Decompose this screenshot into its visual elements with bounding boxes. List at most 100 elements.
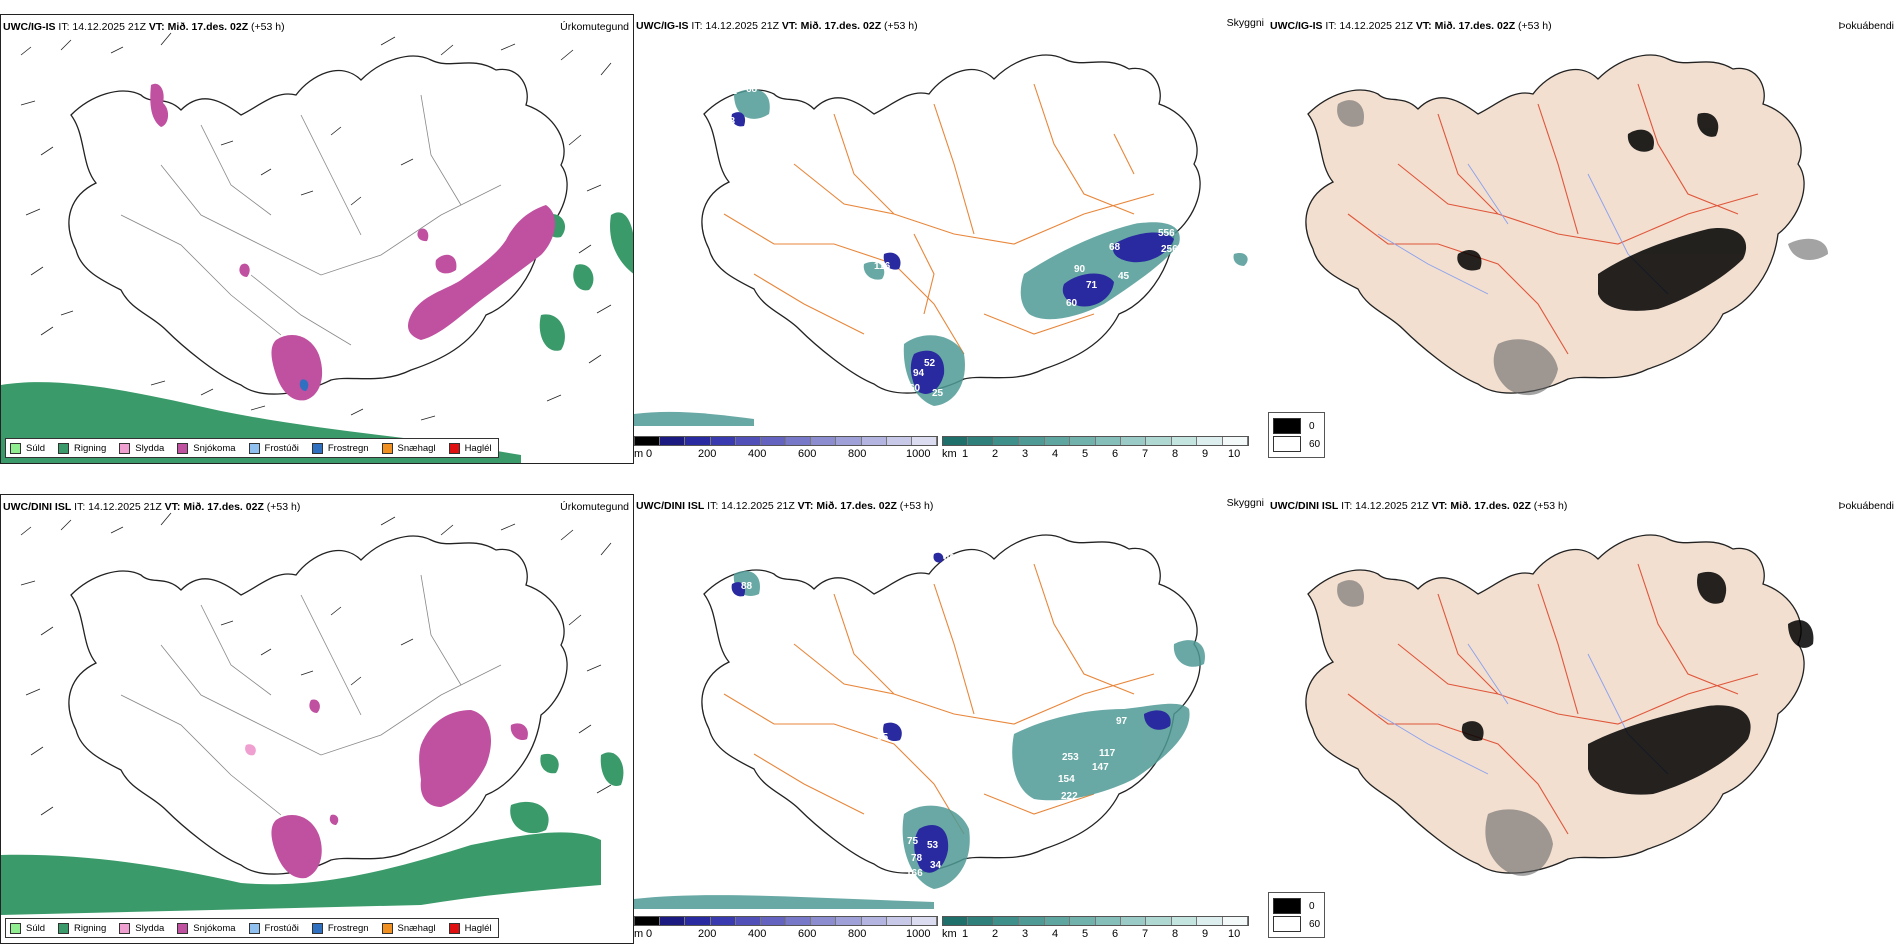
fog-legend-label: 0 [1309, 900, 1315, 912]
panel-title: Þokuábendi [1838, 500, 1894, 512]
legend-item: Rigning [58, 922, 106, 934]
colorbar-tick: 8 [1172, 928, 1179, 940]
legend-swatch [177, 922, 189, 934]
colorbar-tick: 400 [748, 448, 767, 460]
vis-label: 25 [932, 388, 944, 399]
legend-item: Haglél [448, 442, 492, 454]
vt-text: VT: Mið. 17.des. 02Z [781, 20, 882, 32]
panel-header: UWC/DINI ISL IT: 14.12.2025 21Z VT: Mið.… [3, 501, 300, 513]
model-name: UWC/DINI ISL [1270, 500, 1339, 512]
colorbar-tick: 10 [1228, 448, 1241, 460]
legend-item: Slydda [119, 922, 164, 934]
legend-label: Snjókoma [193, 442, 236, 454]
lead-text: (+53 h) [1515, 20, 1552, 32]
vt-text: VT: Mið. 17.des. 02Z [148, 21, 249, 33]
colorbar-tick: 200 [698, 928, 717, 940]
precip-type-legend: Súld Rigning Slydda Snjókoma Frostúði Fr… [5, 918, 499, 938]
legend-swatch [381, 442, 393, 454]
legend-label: Slydda [135, 442, 165, 454]
vis-label: 97 [1116, 716, 1128, 727]
vis-label: 60 [1066, 298, 1078, 309]
legend-item: Súld [10, 442, 45, 454]
lead-text: (+53 h) [896, 500, 934, 512]
model-name: UWC/IG-IS [636, 20, 689, 32]
panel-header: UWC/IG-IS IT: 14.12.2025 21Z VT: Mið. 17… [1270, 20, 1552, 32]
panel-title: Skyggni [1226, 17, 1264, 29]
vis-label: 117 [1099, 748, 1116, 759]
visibility-map: 88 90 40 95 53 75 78 34 166 253 154 222 … [634, 534, 1205, 909]
visibility-map: 62 68 53 44 116 52 94 60 25 90 71 68 45 … [634, 54, 1248, 426]
colorbar-strip [634, 916, 938, 926]
legend-label: Rigning [74, 442, 107, 454]
panel-title: Úrkomutegund [560, 501, 629, 513]
colorbar-tick: 8 [1172, 448, 1179, 460]
vt-text: VT: Mið. 17.des. 02Z [1431, 500, 1531, 512]
vis-label: 116 [874, 261, 891, 272]
model-name: UWC/DINI ISL [3, 501, 72, 513]
fog-legend-label: 60 [1309, 918, 1321, 930]
legend-label: Snjókoma [193, 922, 236, 934]
it-text: IT: 14.12.2025 21Z [71, 501, 165, 513]
vis-label: 147 [1092, 762, 1109, 773]
colorbar-tick: 6 [1112, 448, 1119, 460]
legend-label: Frostúði [264, 442, 299, 454]
vis-label: 45 [1118, 271, 1130, 282]
legend-swatch [448, 442, 460, 454]
precip-type-panel-bottom: UWC/DINI ISL IT: 14.12.2025 21Z VT: Mið.… [0, 494, 634, 944]
legend-swatch [248, 922, 260, 934]
colorbar-tick: 1 [962, 928, 969, 940]
vt-text: VT: Mið. 17.des. 02Z [164, 501, 264, 513]
legend-label: Snæhagl [397, 922, 436, 934]
legend-label: Frostregn [327, 922, 369, 934]
colorbar-tick: 10 [1228, 928, 1241, 940]
vis-label: 60 [909, 383, 921, 394]
vis-label: 71 [1086, 280, 1098, 291]
precip-type-map [1, 495, 633, 943]
fog-panel-bottom: UWC/DINI ISL IT: 14.12.2025 21Z VT: Mið.… [1268, 494, 1900, 944]
it-text: IT: 14.12.2025 21Z [1338, 500, 1432, 512]
colorbar-tick: 1 [962, 448, 969, 460]
vis-label: 154 [1058, 774, 1075, 785]
vis-label: 608 [1044, 211, 1061, 222]
colorbar-strip [942, 916, 1249, 926]
legend-swatch [10, 922, 21, 934]
colorbar-unit: km [942, 448, 957, 460]
panel-header: UWC/DINI ISL IT: 14.12.2025 21Z VT: Mið.… [636, 500, 933, 512]
vis-label: 34 [930, 860, 942, 871]
it-text: IT: 14.12.2025 21Z [1322, 20, 1416, 32]
legend-item: Rigning [58, 442, 107, 454]
colorbar-tick: 7 [1142, 928, 1149, 940]
legend-swatch [311, 922, 323, 934]
legend-item: Frostregn [311, 442, 369, 454]
colorbar-strip [634, 436, 938, 446]
vis-label: 253 [1062, 752, 1079, 763]
legend-item: Snjókoma [177, 922, 236, 934]
lead-text: (+53 h) [263, 501, 301, 513]
colorbar-tick: 200 [698, 448, 717, 460]
fog-legend-row: 60 [1273, 436, 1320, 452]
vis-label: 90 [747, 601, 759, 612]
vis-label: 256 [1161, 244, 1178, 255]
colorbar-tick: 4 [1052, 448, 1059, 460]
vis-colorbar-km: km 1 2 3 4 5 6 7 8 9 10 [942, 916, 1262, 944]
colorbar-tick: 6 [1112, 928, 1119, 940]
legend-item: Slydda [119, 442, 165, 454]
fog-panel-top: UWC/IG-IS IT: 14.12.2025 21Z VT: Mið. 17… [1268, 14, 1900, 464]
vis-label: 88 [741, 581, 753, 592]
vis-colorbar-km: km 1 2 3 4 5 6 7 8 9 10 [942, 436, 1262, 464]
lead-text: (+53 h) [1530, 500, 1568, 512]
legend-swatch [119, 922, 131, 934]
vis-label: 94 [913, 368, 925, 379]
vis-label: 52 [924, 358, 936, 369]
colorbar-tick: 600 [798, 448, 817, 460]
vis-label: 90 [1074, 264, 1086, 275]
legend-label: Haglél [464, 442, 492, 454]
fog-legend-swatch [1273, 436, 1301, 452]
colorbar-tick: 7 [1142, 448, 1149, 460]
legend-item: Frostúði [248, 922, 299, 934]
panel-title: Þokuábendi [1838, 20, 1894, 32]
legend-swatch [248, 442, 260, 454]
lead-text: (+53 h) [881, 20, 918, 32]
colorbar-tick: 0 [646, 448, 653, 460]
lead-text: (+53 h) [248, 21, 285, 33]
